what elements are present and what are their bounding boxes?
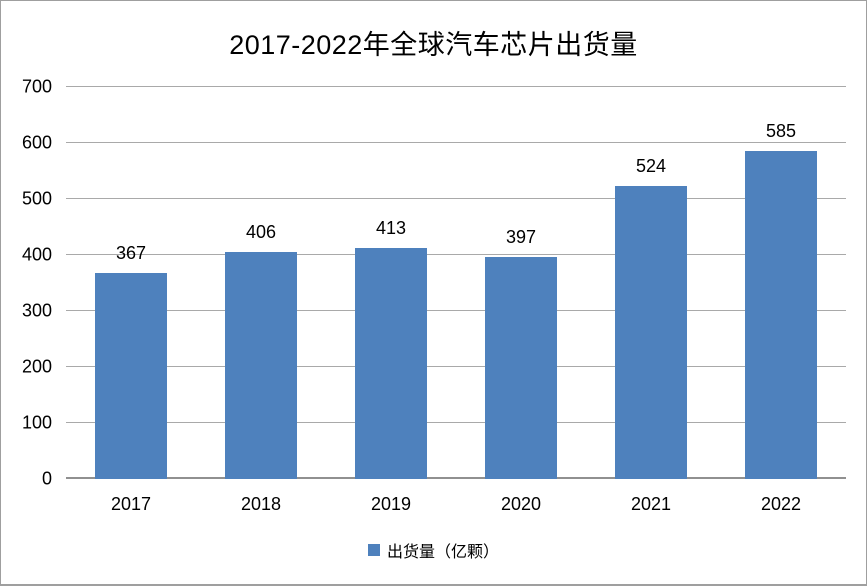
bar-2022 (745, 151, 817, 479)
gridline (66, 310, 846, 311)
gridline (66, 86, 846, 87)
legend-marker-icon (367, 544, 380, 556)
y-axis-tick-label: 0 (41, 468, 52, 489)
legend: 出货量（亿颗） (1, 538, 866, 562)
gridlines: 0 100 200 300 400 500 600 700 (22, 77, 846, 489)
bar-slot-2017: 367 (66, 87, 196, 479)
gridline (66, 254, 846, 255)
bar-value-label: 524 (635, 155, 667, 176)
x-axis-tick-label: 2020 (500, 494, 542, 514)
y-axis-tick-label: 200 (21, 356, 52, 377)
bar-slot-2019: 413 (326, 87, 456, 479)
y-axis-tick-label: 500 (21, 188, 52, 209)
x-axis-tick-label: 2019 (370, 494, 412, 514)
chart-title: 2017-2022年全球汽车芯片出货量 (229, 30, 638, 60)
plot-area: 0 100 200 300 400 500 600 700 367 406 413 397 524 58… (22, 77, 846, 514)
bar-value-label: 585 (765, 121, 797, 142)
bar-2021 (615, 185, 687, 479)
y-axis-tick-label: 400 (21, 244, 52, 265)
gridline (66, 366, 846, 367)
y-axis-tick-label: 600 (21, 132, 52, 153)
y-axis-tick-label: 700 (21, 76, 52, 97)
bar-slot-2022: 585 (716, 87, 846, 479)
bar-value-label: 397 (505, 226, 537, 247)
bar-2020 (485, 256, 557, 479)
bar-value-label: 406 (245, 221, 277, 242)
bar-slot-2018: 406 (196, 87, 326, 479)
gridline (66, 142, 846, 143)
x-axis-tick-labels: 2017 2018 2019 2020 2021 2022 (66, 479, 846, 515)
bar-2017 (95, 273, 167, 479)
x-axis-tick-label: 2021 (630, 494, 672, 514)
x-axis-tick-label: 2017 (110, 494, 152, 514)
bar-slot-2021: 524 (586, 87, 716, 479)
y-axis-tick-label: 300 (21, 300, 52, 321)
y-axis-tick-label: 100 (21, 412, 52, 433)
bar-2019 (355, 247, 427, 479)
gridline (66, 422, 846, 423)
legend-label: 出货量（亿颗） (386, 544, 499, 561)
gridline (66, 198, 846, 199)
x-axis-tick-label: 2022 (760, 494, 802, 514)
bar-slot-2020: 397 (456, 87, 586, 479)
bars: 367 406 413 397 524 585 (66, 87, 846, 479)
x-axis-tick-label: 2018 (240, 494, 282, 514)
bar-value-label: 413 (375, 217, 407, 238)
x-axis-line (66, 477, 846, 479)
bar-value-label: 367 (115, 243, 147, 264)
bar-2018 (225, 251, 297, 479)
